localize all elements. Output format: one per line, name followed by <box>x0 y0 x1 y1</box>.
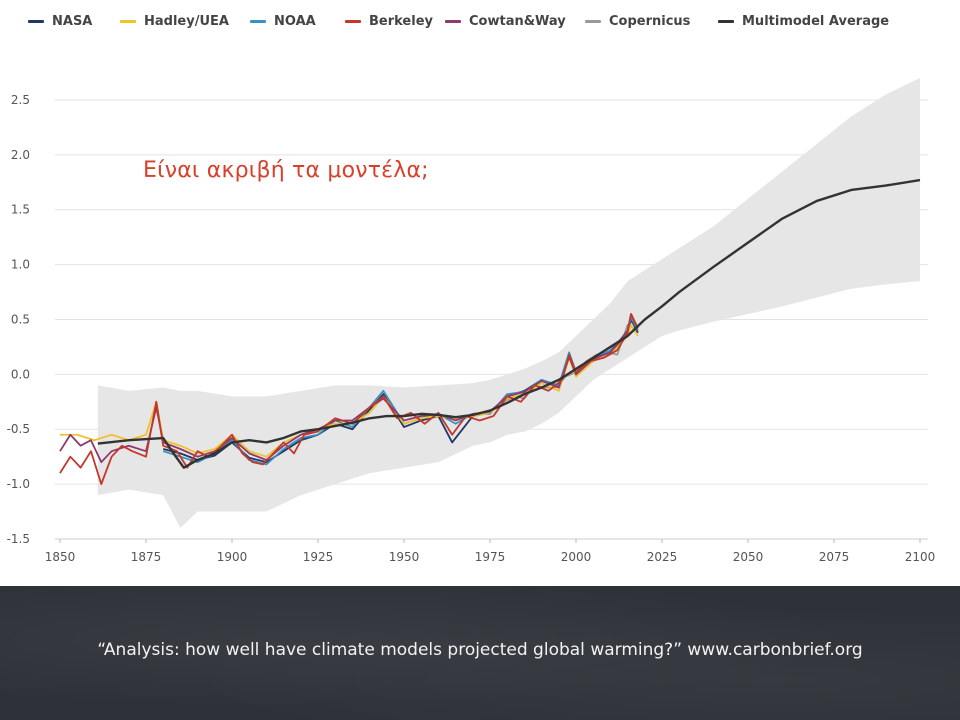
x-axis: 1850 1875 1900 1925 1950 1975 2000 2025 2050 2075… <box>45 538 936 564</box>
climate-chart: -1.5 -1.0 -0.5 0.0 0.5 1.0 1.5 2.0 2.5 1850 1875 19… <box>7 78 936 564</box>
y-tick-label: 0.5 <box>11 312 30 326</box>
legend-label: NASA <box>52 14 93 29</box>
x-tick-label: 1950 <box>389 550 420 564</box>
footer-band: “Analysis: how well have climate models … <box>0 586 960 720</box>
model-range-band <box>97 78 921 529</box>
x-tick-label: 2050 <box>733 550 764 564</box>
legend-swatch <box>345 20 361 23</box>
legend-item: Cowtan&Way <box>445 14 566 29</box>
y-tick-label: -1.0 <box>7 477 30 491</box>
x-tick-label: 1850 <box>45 550 76 564</box>
y-tick-label: 0.0 <box>11 367 30 381</box>
y-tick-label: 2.5 <box>11 93 30 107</box>
x-tick-label: 1875 <box>131 550 162 564</box>
x-tick-label: 1925 <box>303 550 334 564</box>
overlay-title: Είναι ακριβή τα μοντέλα; <box>143 158 429 183</box>
legend-label: NOAA <box>274 14 316 29</box>
y-tick-label: -0.5 <box>7 422 30 436</box>
legend-label: Copernicus <box>609 14 691 29</box>
legend-swatch <box>120 20 136 23</box>
x-tick-label: 1900 <box>217 550 248 564</box>
y-tick-label: 1.5 <box>11 203 30 217</box>
y-tick-label: 2.0 <box>11 148 30 162</box>
legend-label: Multimodel Average <box>742 14 890 29</box>
y-tick-label: -1.5 <box>7 532 30 546</box>
series-lines <box>59 178 921 486</box>
legend-swatch <box>28 20 44 23</box>
y-axis: -1.5 -1.0 -0.5 0.0 0.5 1.0 1.5 2.0 2.5 <box>7 93 30 546</box>
legend-label: Cowtan&Way <box>469 14 566 29</box>
legend-swatch <box>585 20 601 23</box>
legend-label: Hadley/UEA <box>144 14 229 29</box>
legend-item: Multimodel Average <box>718 14 889 29</box>
series-line-berkeley <box>59 313 639 486</box>
chart-legend: NASA Hadley/UEA NOAA Berkeley Cowtan&Way Cope… <box>0 14 960 36</box>
legend-item: NOAA <box>250 14 316 29</box>
x-tick-label: 2075 <box>819 550 850 564</box>
legend-label: Berkeley <box>369 14 433 29</box>
chart-area: -1.5 -1.0 -0.5 0.0 0.5 1.0 1.5 2.0 2.5 1850 1875 19… <box>0 14 960 564</box>
series-line-multimodel-average <box>97 178 921 469</box>
x-tick-label: 2000 <box>561 550 592 564</box>
legend-swatch <box>250 20 266 23</box>
x-tick-label: 1975 <box>475 550 506 564</box>
legend-item: NASA <box>28 14 92 29</box>
y-tick-label: 1.0 <box>11 258 30 272</box>
legend-swatch <box>445 20 461 23</box>
legend-item: Hadley/UEA <box>120 14 229 29</box>
x-tick-label: 2100 <box>905 550 936 564</box>
legend-swatch <box>718 20 734 23</box>
footer-citation: “Analysis: how well have climate models … <box>97 640 863 660</box>
legend-item: Copernicus <box>585 14 690 29</box>
legend-item: Berkeley <box>345 14 433 29</box>
x-tick-label: 2025 <box>647 550 678 564</box>
